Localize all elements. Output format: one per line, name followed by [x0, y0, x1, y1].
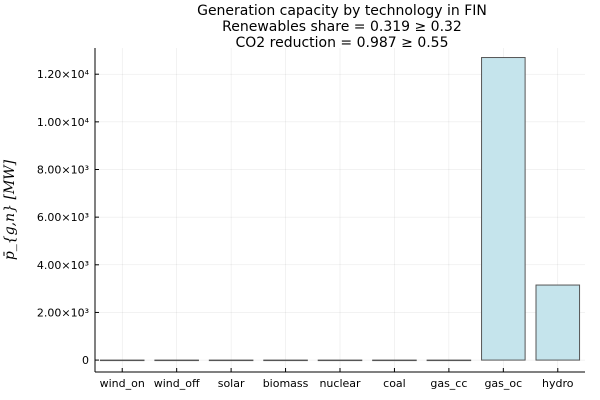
bar-gas-oc	[481, 57, 526, 361]
bar-gas-cc	[426, 359, 472, 362]
chart-title-line-3: CO2 reduction = 0.987 ≥ 0.55	[235, 35, 448, 51]
x-tick-label: coal	[383, 377, 406, 390]
bar-coal	[372, 359, 417, 362]
tick-labels: 0 2.00×10³ 4.00×10³ 6.00×10³ 8.00×10³ 1.00×10…	[37, 68, 574, 390]
y-tick-label: 6.00×10³	[37, 211, 89, 224]
bar-hydro	[535, 284, 581, 361]
x-tick-label: biomass	[263, 377, 309, 390]
bars	[99, 57, 581, 362]
x-tick-label: nuclear	[319, 377, 361, 390]
bar-wind-on	[99, 359, 145, 362]
x-tick-label: wind_off	[154, 377, 200, 390]
grid-lines	[95, 48, 585, 372]
x-tick-label: hydro	[542, 377, 574, 390]
bar-wind-off	[154, 359, 199, 362]
bar-solar	[208, 359, 254, 362]
bar-biomass	[263, 359, 308, 362]
y-tick-label: 8.00×10³	[37, 164, 89, 177]
y-tick-label: 1.20×10⁴	[37, 68, 90, 81]
y-tick-label: 1.00×10⁴	[37, 116, 90, 129]
y-tick-label: 4.00×10³	[37, 259, 89, 272]
y-axis-label: p̄_{g,n} [MW]	[2, 159, 18, 260]
chart-title: Generation capacity by technology in FIN…	[197, 3, 487, 51]
x-tick-label: gas_oc	[484, 377, 522, 390]
x-tick-label: gas_cc	[430, 377, 467, 390]
x-tick-label: solar	[218, 377, 245, 390]
y-tick-label: 2.00×10³	[37, 306, 89, 319]
chart-title-line-2: Renewables share = 0.319 ≥ 0.32	[222, 19, 462, 35]
bar-nuclear	[317, 359, 363, 362]
x-tick-label: wind_on	[100, 377, 145, 390]
y-tick-label: 0	[82, 354, 89, 367]
chart-title-line-1: Generation capacity by technology in FIN	[197, 3, 487, 19]
